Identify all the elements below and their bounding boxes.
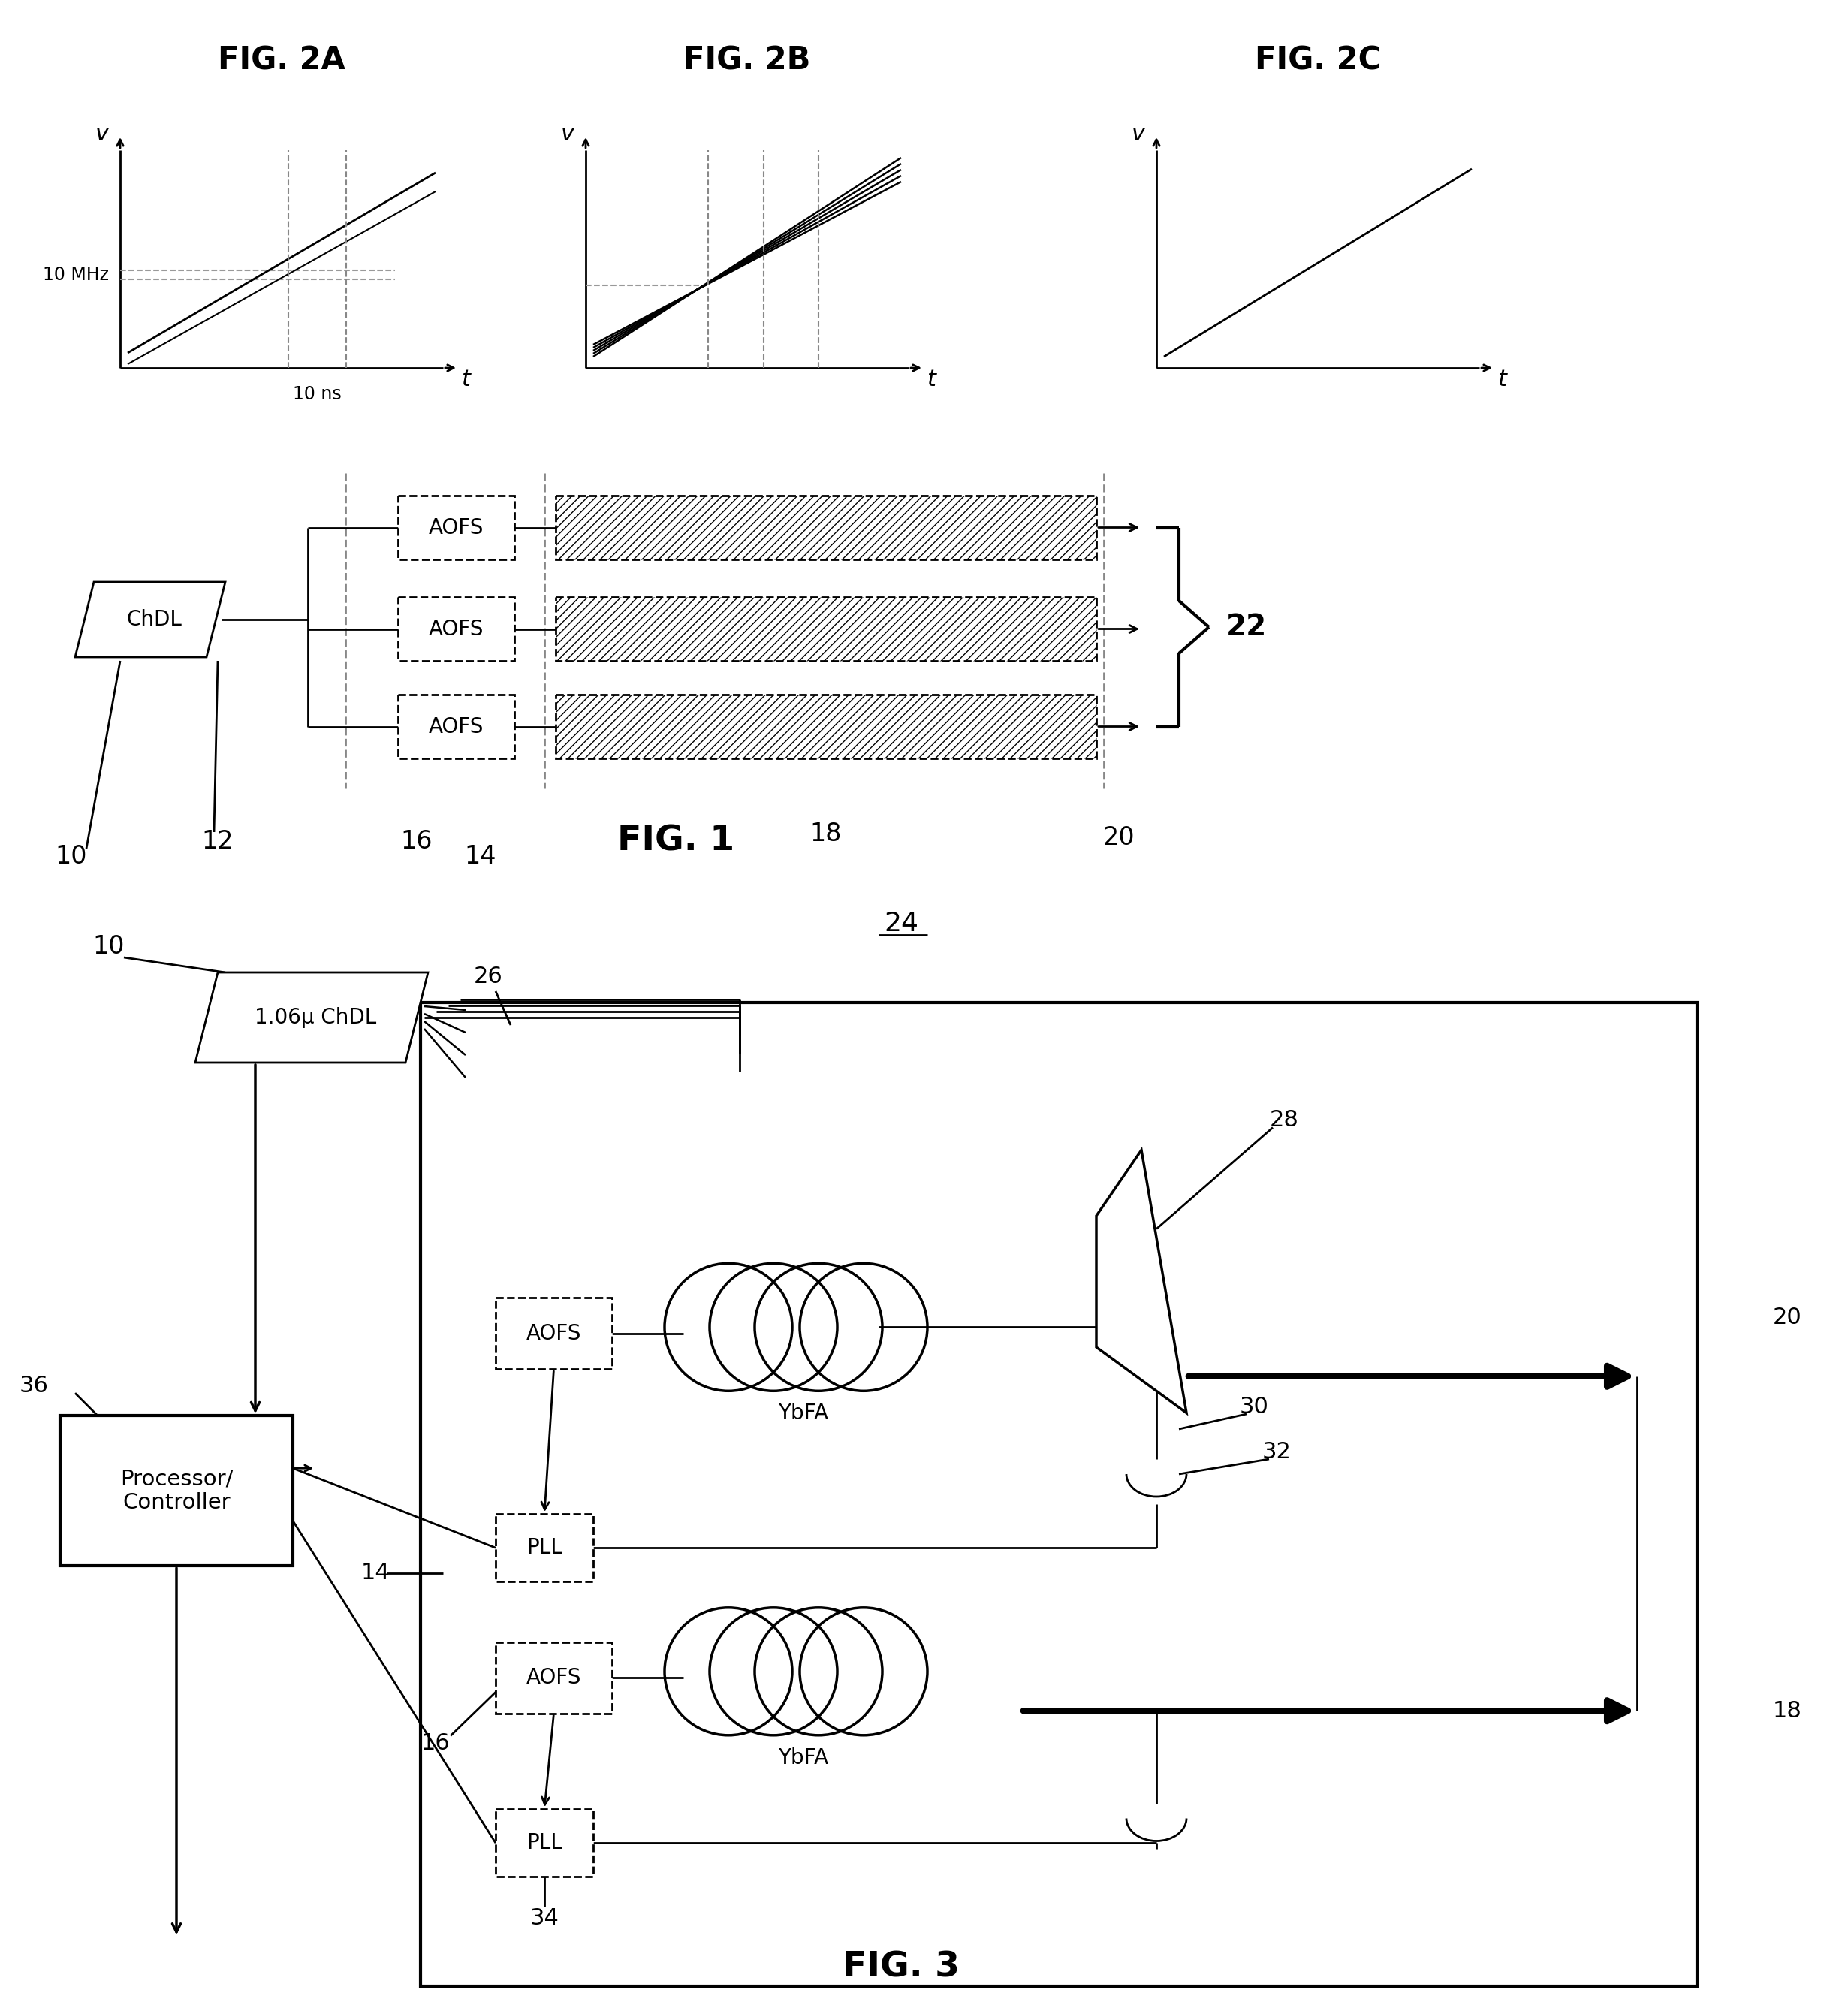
Bar bbox=[397, 695, 514, 759]
Text: FIG. 2A: FIG. 2A bbox=[218, 44, 346, 77]
Text: 18: 18 bbox=[809, 822, 843, 846]
Text: 32: 32 bbox=[1262, 1440, 1292, 1462]
Text: 18: 18 bbox=[1772, 1700, 1802, 1722]
Text: YbFA: YbFA bbox=[778, 1404, 828, 1424]
Text: PLL: PLL bbox=[527, 1537, 562, 1559]
Text: 1.06μ ChDL: 1.06μ ChDL bbox=[255, 1007, 377, 1027]
Text: 12: 12 bbox=[201, 828, 233, 854]
Text: 10 MHz: 10 MHz bbox=[43, 266, 109, 284]
Text: 20: 20 bbox=[1103, 826, 1135, 850]
Text: YbFA: YbFA bbox=[778, 1748, 828, 1768]
Text: Processor/
Controller: Processor/ Controller bbox=[120, 1468, 233, 1513]
Text: 34: 34 bbox=[530, 1907, 558, 1929]
Bar bbox=[61, 1416, 292, 1565]
Text: 10: 10 bbox=[92, 934, 126, 959]
Text: ChDL: ChDL bbox=[126, 608, 181, 630]
Text: 26: 26 bbox=[473, 965, 503, 987]
Text: 36: 36 bbox=[20, 1376, 48, 1396]
Bar bbox=[556, 495, 1096, 560]
Text: t: t bbox=[460, 369, 469, 391]
Polygon shape bbox=[76, 582, 225, 657]
Text: 24: 24 bbox=[883, 910, 918, 937]
Text: v: v bbox=[562, 123, 575, 145]
Bar bbox=[556, 596, 1096, 661]
Text: 14: 14 bbox=[464, 844, 497, 868]
Text: t: t bbox=[926, 369, 935, 391]
Text: v: v bbox=[1131, 123, 1146, 145]
Text: 28: 28 bbox=[1270, 1110, 1299, 1132]
Text: 14: 14 bbox=[360, 1563, 390, 1583]
Text: FIG. 3: FIG. 3 bbox=[843, 1950, 959, 1984]
Bar bbox=[495, 1641, 612, 1714]
Text: 16: 16 bbox=[401, 828, 432, 854]
Polygon shape bbox=[196, 973, 429, 1063]
Text: PLL: PLL bbox=[527, 1833, 562, 1853]
Text: AOFS: AOFS bbox=[429, 618, 484, 638]
Text: AOFS: AOFS bbox=[527, 1668, 582, 1688]
Text: FIG. 2C: FIG. 2C bbox=[1255, 44, 1380, 77]
Text: AOFS: AOFS bbox=[429, 717, 484, 737]
Bar bbox=[397, 596, 514, 661]
Polygon shape bbox=[1096, 1150, 1186, 1414]
Text: AOFS: AOFS bbox=[527, 1323, 582, 1343]
Bar bbox=[495, 1809, 593, 1877]
Bar bbox=[556, 695, 1096, 759]
Text: 10 ns: 10 ns bbox=[292, 385, 342, 403]
Text: 22: 22 bbox=[1227, 612, 1268, 640]
Text: FIG. 1: FIG. 1 bbox=[617, 824, 734, 858]
Text: v: v bbox=[96, 123, 109, 145]
Text: 16: 16 bbox=[421, 1732, 451, 1754]
Bar bbox=[397, 495, 514, 560]
Text: 20: 20 bbox=[1772, 1307, 1802, 1327]
Text: AOFS: AOFS bbox=[429, 518, 484, 538]
Text: FIG. 2B: FIG. 2B bbox=[684, 44, 811, 77]
Bar bbox=[495, 1297, 612, 1370]
Bar bbox=[495, 1515, 593, 1581]
Text: 10: 10 bbox=[55, 844, 87, 868]
Bar bbox=[421, 1003, 1696, 1986]
Text: t: t bbox=[1497, 369, 1506, 391]
Text: 30: 30 bbox=[1240, 1396, 1268, 1418]
